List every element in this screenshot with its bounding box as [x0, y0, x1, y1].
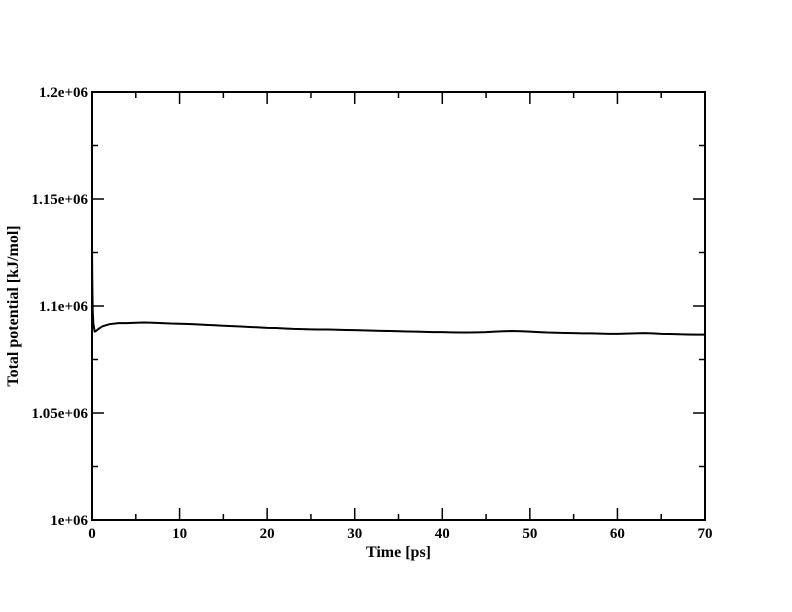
- x-tick-label: 10: [172, 526, 187, 542]
- x-tick-label: 40: [435, 526, 450, 542]
- y-tick-label: 1.15e+06: [32, 192, 89, 208]
- y-axis-ticks: 1e+06 1.05e+06 1.1e+06 1.15e+06 1.2e+06: [32, 85, 705, 529]
- y-tick-label: 1.1e+06: [39, 299, 88, 315]
- x-tick-label: 30: [347, 526, 362, 542]
- x-tick-label: 70: [698, 526, 713, 542]
- y-axis-title: Total potential [kJ/mol]: [5, 225, 22, 386]
- x-tick-label: 60: [610, 526, 625, 542]
- x-tick-label: 0: [88, 526, 96, 542]
- y-tick-label: 1.2e+06: [39, 85, 88, 101]
- plot-frame: [91, 91, 706, 521]
- x-axis-title: Time [ps]: [366, 544, 431, 561]
- x-tick-label: 50: [522, 526, 537, 542]
- y-tick-label: 1.05e+06: [32, 406, 89, 422]
- series-line: [91, 246, 705, 336]
- y-tick-label: 1e+06: [50, 513, 88, 529]
- x-tick-label: 20: [260, 526, 275, 542]
- x-axis-ticks: 0 10 20 30 40 50 60 70: [88, 92, 713, 542]
